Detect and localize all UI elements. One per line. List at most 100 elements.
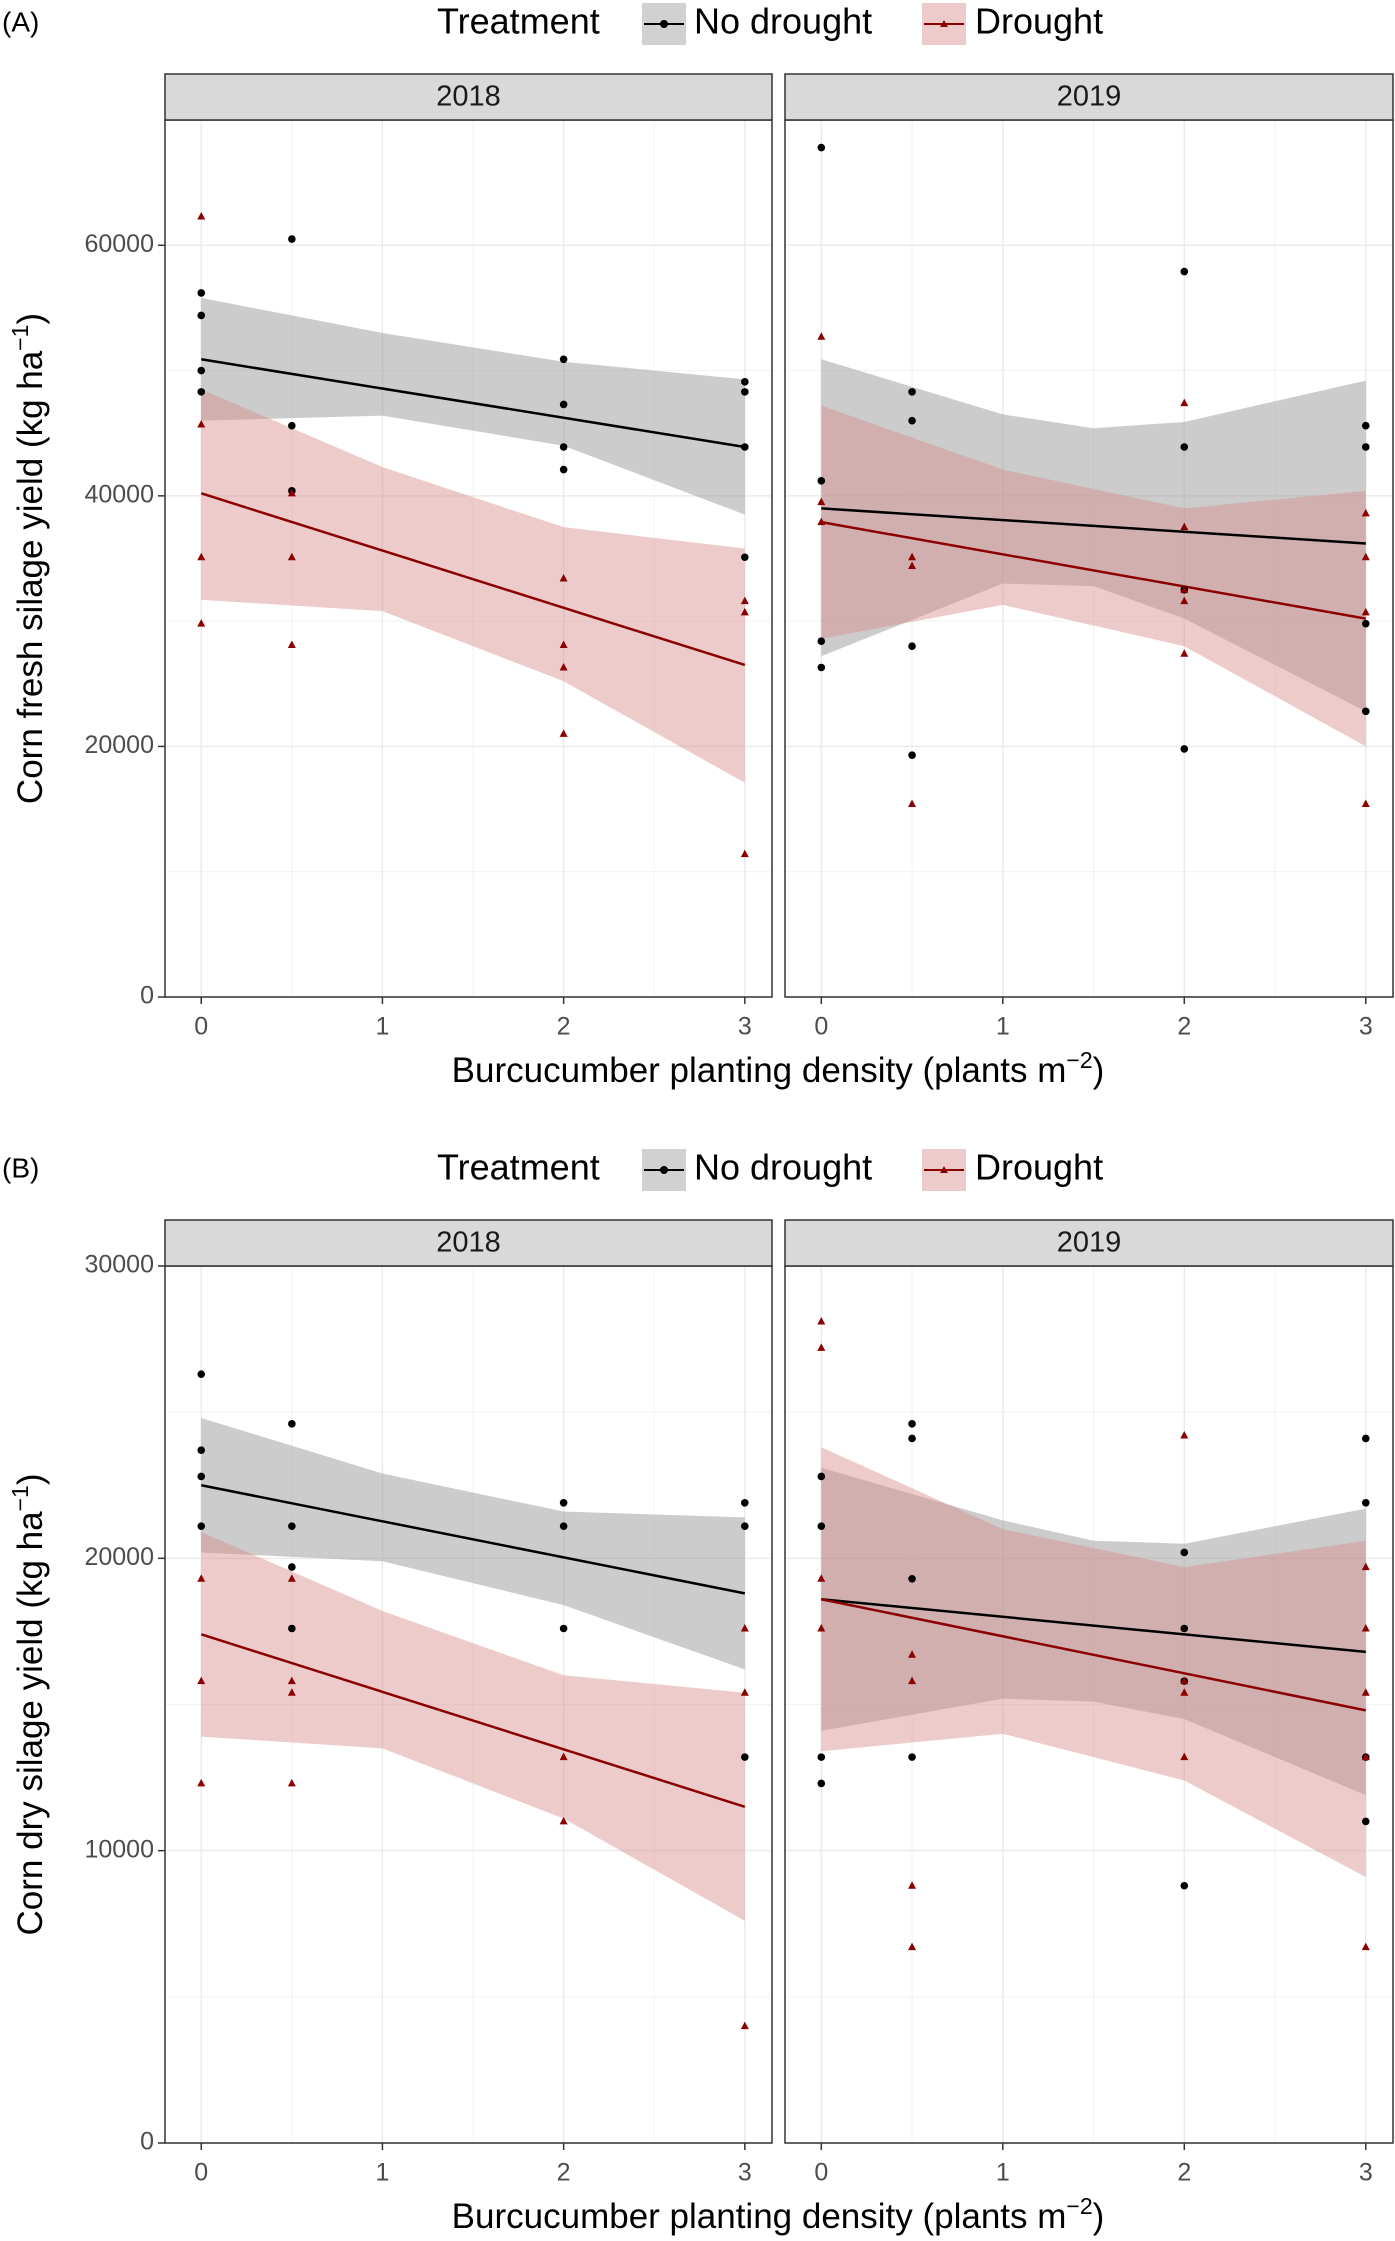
panel-label: (B) [2, 1152, 39, 1183]
data-point-drought [287, 552, 296, 561]
data-point-no-drought [197, 1522, 206, 1530]
x-tick-label: 0 [194, 1013, 208, 1041]
x-axis-title-main: Burcucumber planting density (plants m [452, 2197, 1067, 2236]
legend-key-drought-point [940, 20, 948, 27]
x-axis-title-sup: −2 [1066, 1047, 1092, 1073]
confidence-ribbon-no-drought [201, 297, 745, 515]
data-point-no-drought [908, 642, 916, 650]
data-point-drought [740, 1688, 749, 1696]
data-point-drought [1361, 1562, 1370, 1571]
facet-strip-label: 2018 [436, 1227, 501, 1259]
data-point-drought [1180, 522, 1189, 531]
data-point-no-drought [559, 355, 568, 364]
regression-line-no-drought [200, 1484, 746, 1595]
data-point-drought [908, 1942, 917, 1951]
data-point-drought [817, 1343, 826, 1351]
data-point-no-drought [1180, 267, 1189, 276]
data-point-drought [1361, 799, 1370, 808]
data-point-no-drought [908, 751, 916, 759]
y-tick-label: 60000 [84, 230, 154, 258]
data-point-drought [1180, 596, 1189, 605]
data-point-no-drought [197, 311, 206, 320]
legend-label-drought: Drought [975, 1, 1103, 42]
data-point-drought [1361, 607, 1370, 616]
x-tick-label: 2 [1177, 1013, 1191, 1041]
data-point-drought [908, 799, 917, 808]
data-point-drought [817, 497, 826, 506]
data-point-drought [287, 1676, 296, 1685]
facet-2018: 2018 0 1 2 3 [164, 1219, 773, 2187]
data-point-drought [197, 1574, 206, 1582]
data-point-no-drought [1180, 1624, 1189, 1633]
data-point-drought [1361, 552, 1370, 561]
legend-label-drought: Drought [975, 1147, 1103, 1188]
data-point-drought [559, 1816, 568, 1825]
data-point-drought [559, 640, 568, 648]
regression-line-no-drought [821, 1598, 1366, 1654]
chart-panel-b: (B) Treatment No drought Drought Corn dry si… [2, 1147, 1394, 2236]
y-tick-label: 0 [140, 982, 154, 1010]
y-axis-title: Corn fresh silage yield (kg ha−1) [7, 313, 50, 804]
data-point-drought [1361, 1623, 1370, 1632]
legend-label-no-drought: No drought [694, 1, 872, 42]
data-point-no-drought [908, 1434, 916, 1443]
data-point-drought [559, 1752, 568, 1761]
data-point-no-drought [559, 443, 568, 451]
data-point-no-drought [1361, 1498, 1370, 1507]
data-point-no-drought [288, 235, 296, 243]
data-point-no-drought [1361, 619, 1370, 628]
x-axis-title-sup: −2 [1066, 2193, 1092, 2219]
data-point-drought [817, 1623, 826, 1632]
data-point-drought [740, 607, 749, 616]
data-point-drought [740, 1623, 749, 1632]
x-tick-label: 2 [557, 2159, 571, 2187]
data-point-no-drought [741, 378, 749, 386]
data-point-no-drought [817, 663, 826, 672]
data-point-no-drought [908, 1753, 916, 1761]
data-point-no-drought [741, 443, 749, 451]
y-tick-label: 20000 [84, 731, 154, 759]
confidence-ribbon-no-drought [201, 1418, 745, 1670]
x-tick-label: 0 [814, 2159, 828, 2187]
data-point-no-drought [1180, 1881, 1189, 1890]
y-tick-label: 0 [140, 2128, 154, 2156]
y-tick-label: 30000 [84, 1251, 154, 1279]
data-point-drought [1180, 585, 1189, 593]
data-point-drought [559, 574, 568, 582]
data-point-no-drought [197, 1370, 206, 1378]
y-axis-title-end: ) [11, 313, 50, 325]
data-point-no-drought [197, 289, 206, 297]
data-point-no-drought [559, 1522, 568, 1530]
legend-key-drought-point [940, 1166, 948, 1173]
legend: Treatment No drought Drought [437, 1147, 1103, 1191]
legend: Treatment No drought Drought [437, 1, 1103, 45]
data-point-no-drought [1180, 443, 1189, 451]
data-point-no-drought [817, 1472, 826, 1481]
regression-line-drought [200, 492, 746, 667]
data-point-no-drought [197, 366, 206, 375]
data-point-drought [287, 488, 296, 497]
x-tick-label: 3 [1359, 1013, 1373, 1041]
x-axis-title: Burcucumber planting density (plants m−2… [452, 1047, 1105, 1090]
data-point-drought [197, 211, 206, 220]
x-tick-label: 1 [375, 1013, 389, 1041]
data-point-drought [1180, 1431, 1189, 1439]
data-point-drought [197, 419, 206, 428]
data-point-drought [1361, 508, 1370, 517]
facet-strip-label: 2018 [436, 81, 501, 113]
data-point-no-drought [197, 388, 206, 396]
y-axis-title: Corn dry silage yield (kg ha−1) [7, 1474, 50, 1936]
legend-key-no-drought-point [660, 1166, 668, 1174]
data-point-no-drought [817, 1753, 826, 1761]
data-point-drought [287, 1688, 296, 1696]
x-axis-title-end: ) [1093, 1051, 1105, 1090]
panel-label: (A) [2, 6, 39, 37]
facet-strip-label: 2019 [1057, 81, 1122, 113]
data-point-no-drought [197, 1446, 206, 1454]
x-tick-label: 2 [1177, 2159, 1191, 2187]
confidence-ribbon-drought [201, 389, 745, 783]
data-point-no-drought [908, 1574, 916, 1583]
data-point-drought [1180, 1688, 1189, 1696]
x-tick-label: 0 [814, 1013, 828, 1041]
data-point-no-drought [559, 465, 568, 474]
